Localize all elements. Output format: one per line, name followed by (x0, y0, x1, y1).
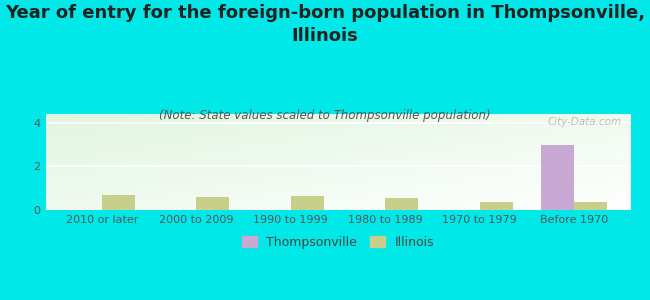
Bar (196, 197, 229, 210)
Text: (Note: State values scaled to Thompsonville population): (Note: State values scaled to Thompsonvi… (159, 110, 491, 122)
Bar (541, 145, 574, 210)
Legend: Thompsonville, Illinois: Thompsonville, Illinois (237, 231, 439, 254)
Bar (385, 198, 418, 210)
Text: Year of entry for the foreign-born population in Thompsonville,
Illinois: Year of entry for the foreign-born popul… (5, 4, 645, 45)
Bar (574, 202, 607, 210)
Text: City-Data.com: City-Data.com (547, 117, 621, 127)
Bar (102, 195, 135, 210)
Bar (291, 196, 324, 210)
Bar (480, 202, 513, 210)
